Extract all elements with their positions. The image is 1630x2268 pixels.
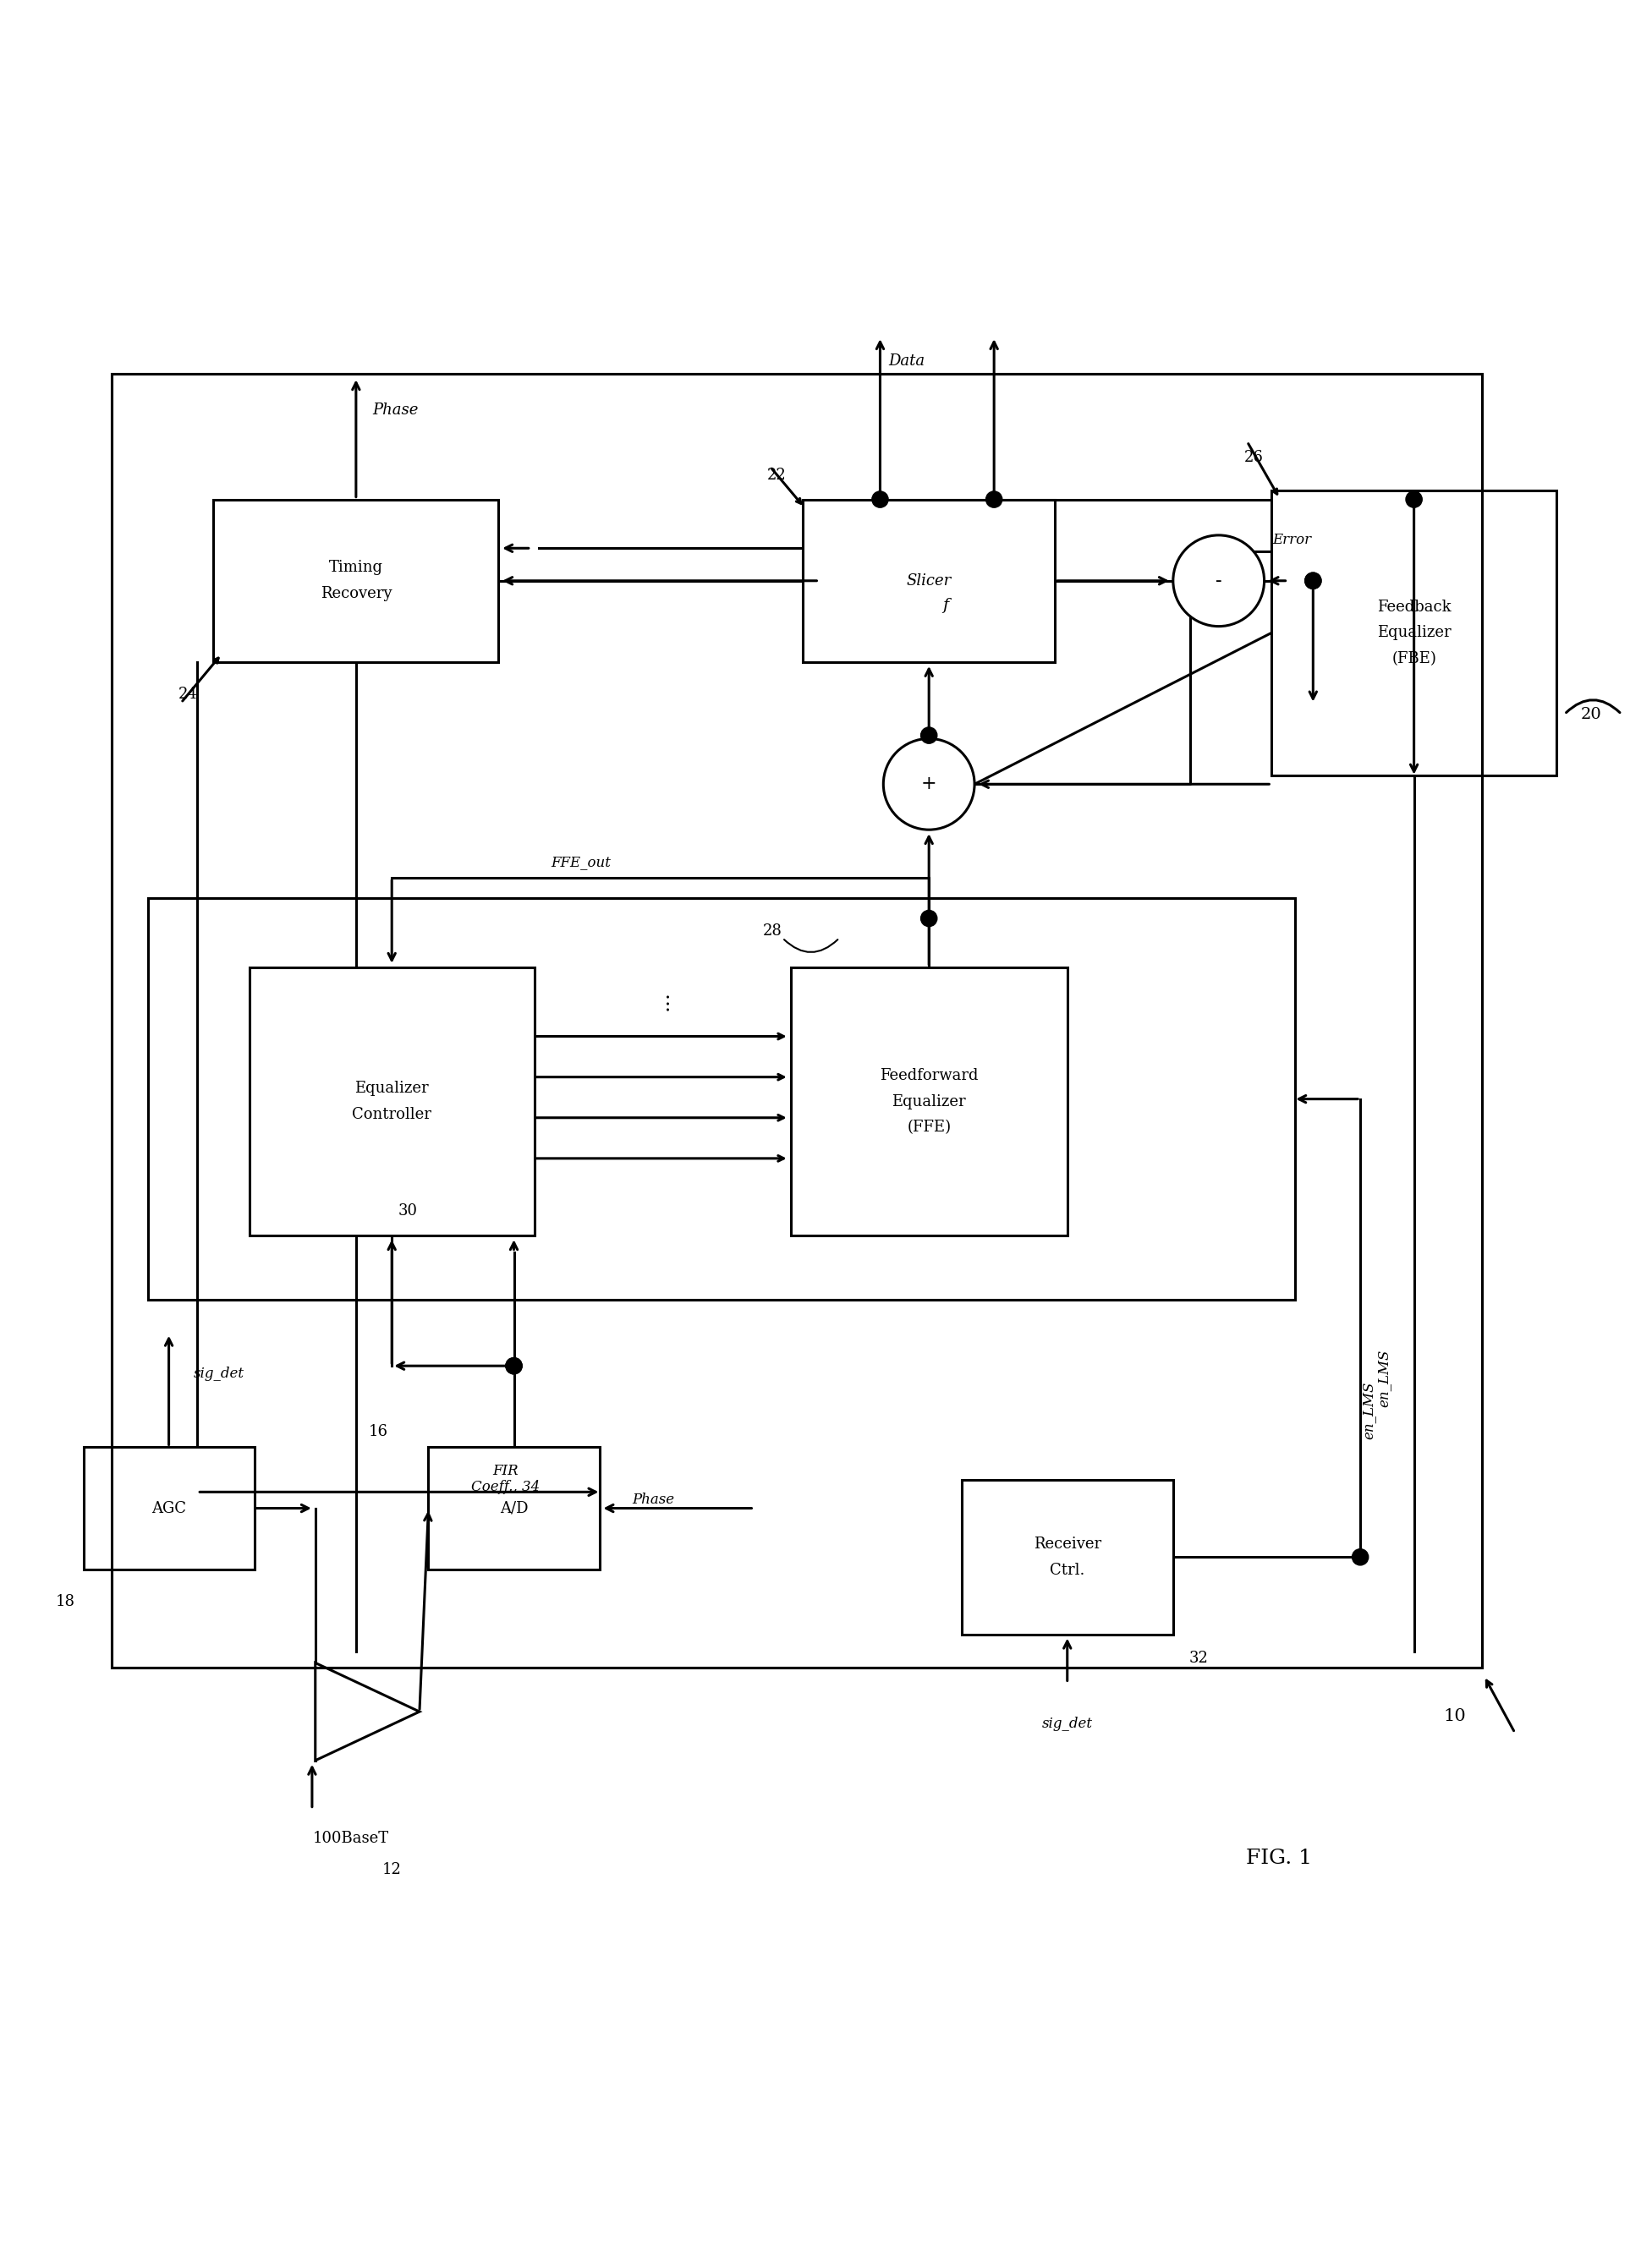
Circle shape [505,1359,522,1374]
FancyBboxPatch shape [249,966,535,1236]
Circle shape [1306,572,1322,590]
Circle shape [505,1359,522,1374]
Text: Ctrl.: Ctrl. [1050,1563,1086,1579]
Text: sig_det: sig_det [194,1368,244,1381]
Text: Error: Error [1273,533,1312,547]
Circle shape [1405,492,1421,508]
Text: Phase: Phase [372,401,419,417]
Text: +: + [921,776,937,794]
Text: Equalizer: Equalizer [892,1093,967,1109]
Text: Equalizer: Equalizer [355,1082,429,1095]
Text: 20: 20 [1581,708,1602,721]
Circle shape [1353,1549,1369,1565]
Circle shape [1174,535,1265,626]
FancyBboxPatch shape [962,1479,1174,1635]
Text: A/D: A/D [500,1501,528,1515]
Circle shape [1306,572,1322,590]
Text: AGC: AGC [152,1501,186,1515]
Text: Phase: Phase [632,1492,675,1508]
Circle shape [986,492,1002,508]
Text: Recovery: Recovery [319,585,391,601]
Text: en_LMS: en_LMS [1361,1381,1376,1440]
Text: -: - [1216,572,1222,590]
Text: 30: 30 [398,1204,417,1218]
Text: (FFE): (FFE) [906,1120,950,1134]
FancyBboxPatch shape [214,499,499,662]
Text: 100BaseT: 100BaseT [313,1830,390,1846]
Text: 18: 18 [55,1594,75,1608]
FancyBboxPatch shape [429,1447,600,1569]
Text: Receiver: Receiver [1033,1535,1102,1551]
Text: Controller: Controller [352,1107,432,1123]
Circle shape [883,739,975,830]
Text: Slicer: Slicer [906,574,952,587]
Circle shape [921,909,937,928]
FancyBboxPatch shape [1271,490,1557,776]
Circle shape [921,728,937,744]
Text: 16: 16 [368,1424,388,1440]
Text: 28: 28 [763,923,782,939]
Text: Timing: Timing [329,560,383,576]
Text: Data: Data [888,354,924,370]
FancyBboxPatch shape [804,499,1055,662]
Polygon shape [315,1662,419,1760]
Text: 22: 22 [768,467,787,483]
Text: FIR
Coeff., 34: FIR Coeff., 34 [471,1463,540,1495]
Text: Equalizer: Equalizer [1377,626,1451,640]
FancyBboxPatch shape [791,966,1068,1236]
Text: en_LMS: en_LMS [1377,1349,1390,1406]
Text: 12: 12 [381,1862,401,1878]
Circle shape [872,492,888,508]
Text: Feedback: Feedback [1377,599,1451,615]
Text: (FBE): (FBE) [1392,651,1436,667]
Text: 32: 32 [1190,1651,1209,1667]
Text: sig_det: sig_det [1042,1717,1092,1730]
Text: Feedforward: Feedforward [880,1068,978,1084]
Text: FFE_out: FFE_out [551,855,611,869]
FancyBboxPatch shape [83,1447,254,1569]
Text: ...: ... [652,991,672,1012]
Text: f: f [942,596,949,612]
Text: 24: 24 [178,687,197,701]
Text: 10: 10 [1444,1708,1465,1724]
Text: FIG. 1: FIG. 1 [1245,1848,1312,1869]
Text: 26: 26 [1244,451,1263,465]
